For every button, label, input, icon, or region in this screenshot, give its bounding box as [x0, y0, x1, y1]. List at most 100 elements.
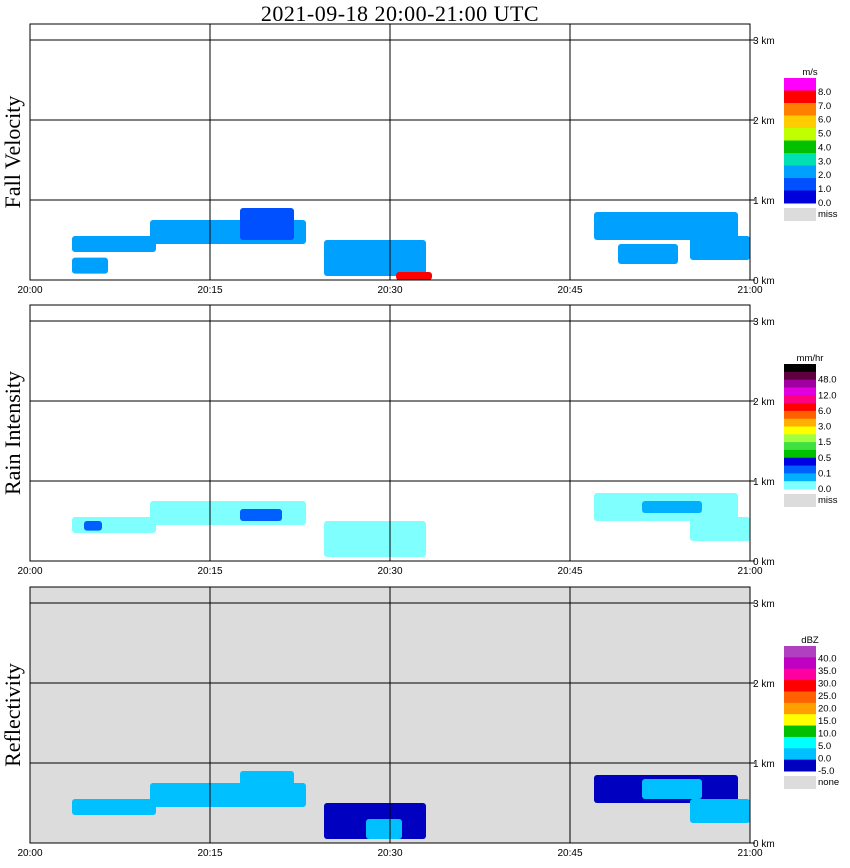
panel-2-colorbar-swatch: [784, 442, 816, 451]
panel-2-colorbar-unit: mm/hr: [797, 353, 824, 364]
panel-2-xtick-label: 21:00: [737, 566, 762, 577]
panel-3-colorbar-swatch: [784, 725, 816, 738]
panel-1-echo: [690, 236, 750, 260]
panel-3-colorbar-label: 10.0: [818, 729, 837, 740]
panel-3-xtick-label: 21:00: [737, 848, 762, 859]
panel-2-colorbar-swatch: [784, 418, 816, 427]
panel-1-colorbar-swatch: [784, 90, 816, 104]
panel-3-ytick-label: 3 km: [753, 599, 775, 610]
panel-2-colorbar-swatch: [784, 473, 816, 482]
panel-1-colorbar-swatch: [784, 165, 816, 179]
panel-3-colorbar-missing-label: none: [818, 777, 839, 788]
panel-3-echo: [642, 779, 702, 799]
panel-2-colorbar-swatch: [784, 395, 816, 404]
panel-3-xtick-label: 20:15: [197, 848, 222, 859]
panel-3-colorbar-label: 40.0: [818, 654, 837, 665]
panel-3-xtick-label: 20:45: [557, 848, 582, 859]
panel-2-colorbar-missing: [784, 494, 816, 507]
panel-1-xtick-label: 20:45: [557, 285, 582, 296]
panel-3-colorbar-swatch: [784, 657, 816, 670]
panel-2-colorbar-swatch: [784, 457, 816, 467]
panel-1-colorbar-swatch: [784, 153, 816, 166]
panel-2-colorbar-label: 12.0: [818, 390, 837, 401]
panel-1-ylabel: Fall Velocity: [0, 96, 25, 209]
panel-3-colorbar-label: 35.0: [818, 666, 837, 677]
panel-2-colorbar-swatch: [784, 434, 816, 443]
panel-1-echo: [594, 212, 738, 240]
panel-2-echo: [324, 521, 426, 557]
panel-2-colorbar-missing-label: miss: [818, 495, 838, 506]
panel-2-colorbar-swatch: [784, 379, 816, 388]
panel-3-colorbar-swatch: [784, 759, 816, 772]
panel-1-colorbar-label: 7.0: [818, 101, 831, 112]
panel-1-echo: [72, 236, 156, 252]
panel-1-xtick-label: 20:30: [377, 285, 402, 296]
panel-1-ytick-label: 3 km: [753, 36, 775, 47]
panel-3-colorbar-label: 5.0: [818, 741, 831, 752]
panel-2-echo: [84, 521, 102, 531]
panel-2-ytick-label: 2 km: [753, 397, 775, 408]
panel-2-frame: [29, 304, 751, 562]
panel-3-echo: [72, 799, 156, 815]
panel-1-colorbar-swatch: [784, 103, 816, 116]
panel-1-colorbar-swatch: [784, 128, 816, 141]
panel-1-echo: [396, 272, 432, 280]
panel-2-colorbar-swatch: [784, 465, 816, 474]
panel-3-colorbar-swatch: [784, 668, 816, 681]
panel-1-colorbar-label: 1.0: [818, 184, 831, 195]
panel-2-colorbar-label: 6.0: [818, 406, 831, 417]
panel-2-colorbar-swatch: [784, 364, 816, 373]
panel-2-colorbar-label: 48.0: [818, 375, 837, 386]
panel-3-colorbar-swatch: [784, 714, 816, 727]
panel-2-xtick-label: 20:15: [197, 566, 222, 577]
panel-3-echo: [240, 771, 294, 803]
panel-1-colorbar-swatch: [784, 140, 816, 154]
panel-3-xtick-label: 20:00: [17, 848, 42, 859]
panel-2-ytick-label: 3 km: [753, 317, 775, 328]
panel-2-xtick-label: 20:00: [17, 566, 42, 577]
panel-2-echo: [690, 517, 750, 541]
panel-3-colorbar-label: -5.0: [818, 766, 834, 777]
panel-3-xtick-label: 20:30: [377, 848, 402, 859]
panel-1-colorbar-swatch: [784, 78, 816, 91]
panel-3-colorbar-label: 15.0: [818, 716, 837, 727]
panel-1-colorbar-label: 4.0: [818, 142, 831, 153]
panel-1-colorbar-swatch: [784, 115, 816, 129]
panel-3-echo: [366, 819, 402, 839]
panel-2-colorbar-swatch: [784, 403, 816, 412]
chart-title: 2021-09-18 20:00-21:00 UTC: [260, 1, 540, 26]
panel-1-colorbar-missing-label: miss: [818, 209, 838, 220]
panel-1-ytick-label: 1 km: [753, 196, 775, 207]
panel-3-colorbar-missing: [784, 776, 816, 789]
panel-3-colorbar-label: 30.0: [818, 679, 837, 690]
panel-1-xtick-label: 20:00: [17, 285, 42, 296]
panel-1-colorbar-label: 8.0: [818, 87, 831, 98]
panel-1-ytick-label: 2 km: [753, 116, 775, 127]
panel-2-ytick-label: 1 km: [753, 477, 775, 488]
panel-3-colorbar-swatch: [784, 702, 816, 715]
panel-3-ytick-label: 2 km: [753, 679, 775, 690]
panel-2-echo: [642, 501, 702, 513]
panel-2-colorbar-swatch: [784, 387, 816, 396]
panel-2-colorbar-label: 0.0: [818, 484, 831, 495]
panel-2-echo: [150, 501, 306, 525]
panel-1-ytick-label: 0 km: [753, 276, 775, 287]
panel-2-colorbar-label: 3.0: [818, 422, 831, 433]
panel-1-xtick-label: 20:15: [197, 285, 222, 296]
panel-1-colorbar-label: 0.0: [818, 198, 831, 209]
panel-1-xtick-label: 21:00: [737, 285, 762, 296]
panel-3-colorbar-swatch: [784, 736, 816, 749]
panel-3-colorbar-label: 0.0: [818, 754, 831, 765]
panel-2-xtick-label: 20:45: [557, 566, 582, 577]
panel-2-colorbar-label: 0.5: [818, 453, 831, 464]
panel-3-colorbar-label: 20.0: [818, 704, 837, 715]
panel-2-ylabel: Rain Intensity: [0, 371, 25, 495]
panel-2-echo: [240, 509, 282, 521]
panel-1-colorbar-missing: [784, 208, 816, 221]
panel-1-colorbar-label: 3.0: [818, 156, 831, 167]
panel-2-colorbar-swatch: [784, 410, 816, 420]
panel-2-colorbar-swatch: [784, 449, 816, 459]
panel-3-colorbar-swatch: [784, 691, 816, 704]
panel-2-ytick-label: 0 km: [753, 557, 775, 568]
